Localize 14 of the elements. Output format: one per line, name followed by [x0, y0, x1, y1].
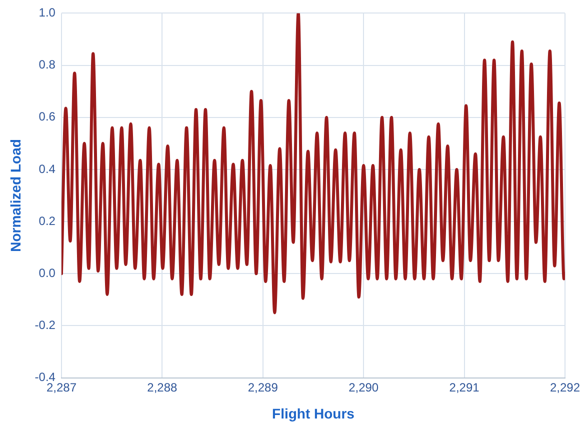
y-tick-label: -0.2 [34, 318, 56, 332]
x-tick-label: 2,292 [550, 380, 580, 394]
y-tick-label: 0.8 [38, 58, 56, 72]
y-tick-label: 0.6 [38, 110, 56, 124]
y-axis-title: Normalized Load [7, 139, 24, 252]
x-axis-title: Flight Hours [272, 405, 355, 422]
x-tick-label: 2,291 [449, 380, 480, 394]
x-tick-label: 2,288 [147, 380, 178, 394]
y-tick-label: 0.4 [38, 162, 56, 176]
y-tick-label: 0.2 [38, 214, 56, 228]
y-tick-label: 0.0 [38, 266, 56, 280]
x-tick-label: 2,289 [248, 380, 278, 394]
y-tick-label: 1.0 [38, 6, 56, 20]
x-tick-label: 2,290 [348, 380, 379, 394]
